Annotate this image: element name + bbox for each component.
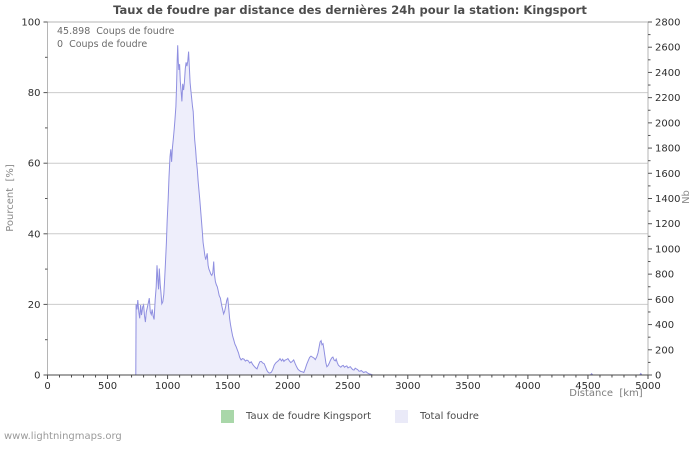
x-tick-label: 4500 xyxy=(575,381,600,392)
x-tick-label: 500 xyxy=(98,381,117,392)
total-foudre-swatch xyxy=(395,410,409,423)
watermark-link[interactable]: www.lightningmaps.org xyxy=(4,431,122,442)
y-right-tick-label: 2000 xyxy=(655,118,680,129)
station-strikes-annotation: 0 Coups de foudre xyxy=(57,39,148,50)
y-right-tick-label: 200 xyxy=(655,345,674,356)
y-left-tick-label: 80 xyxy=(28,88,41,99)
y-right-tick-label: 800 xyxy=(655,270,674,281)
x-tick-label: 2000 xyxy=(275,381,300,392)
y-right-tick-label: 1000 xyxy=(655,244,680,255)
y-right-tick-label: 400 xyxy=(655,320,674,331)
chart-title: Taux de foudre par distance des dernière… xyxy=(113,3,587,17)
y-left-tick-label: 60 xyxy=(28,159,41,170)
y-left-tick-label: 40 xyxy=(28,229,41,240)
x-tick-label: 5000 xyxy=(635,381,660,392)
legend-item-total: Total foudre xyxy=(395,410,479,423)
x-tick-label: 3000 xyxy=(395,381,420,392)
x-tick-label: 1500 xyxy=(215,381,240,392)
legend-item-taux: Taux de foudre Kingsport xyxy=(221,410,371,423)
y-left-tick-label: 20 xyxy=(28,300,41,311)
total-foudre-line xyxy=(47,45,648,376)
legend-label-taux: Taux de foudre Kingsport xyxy=(246,411,372,422)
x-tick-label: 0 xyxy=(44,381,50,392)
chart-legend: Taux de foudre Kingsport Total foudre xyxy=(0,410,700,423)
y-right-tick-label: 2600 xyxy=(655,43,680,54)
y-right-tick-label: 2400 xyxy=(655,68,680,79)
taux-de-foudre-swatch xyxy=(221,410,235,423)
legend-label-total: Total foudre xyxy=(420,411,479,422)
y-right-tick-label: 1600 xyxy=(655,169,680,180)
x-tick-label: 4000 xyxy=(515,381,540,392)
y-right-tick-label: 1800 xyxy=(655,144,680,155)
x-axis-label: Distance [km] xyxy=(569,388,643,399)
y-right-tick-label: 2800 xyxy=(655,18,680,29)
y-right-tick-label: 2200 xyxy=(655,93,680,104)
total-foudre-area xyxy=(47,45,648,376)
x-tick-label: 3500 xyxy=(455,381,480,392)
x-tick-label: 1000 xyxy=(155,381,180,392)
y-right-tick-label: 0 xyxy=(655,371,661,382)
y-axis-left-label: Pourcent [%] xyxy=(5,164,16,232)
y-left-tick-label: 0 xyxy=(34,371,40,382)
y-right-tick-label: 1400 xyxy=(655,194,680,205)
y-right-tick-label: 600 xyxy=(655,295,674,306)
total-strikes-annotation: 45.898 Coups de foudre xyxy=(57,26,175,37)
y-right-tick-label: 1200 xyxy=(655,219,680,230)
y-left-tick-label: 100 xyxy=(21,18,40,29)
x-tick-label: 2500 xyxy=(335,381,360,392)
y-axis-right-label: Nb xyxy=(681,190,692,204)
